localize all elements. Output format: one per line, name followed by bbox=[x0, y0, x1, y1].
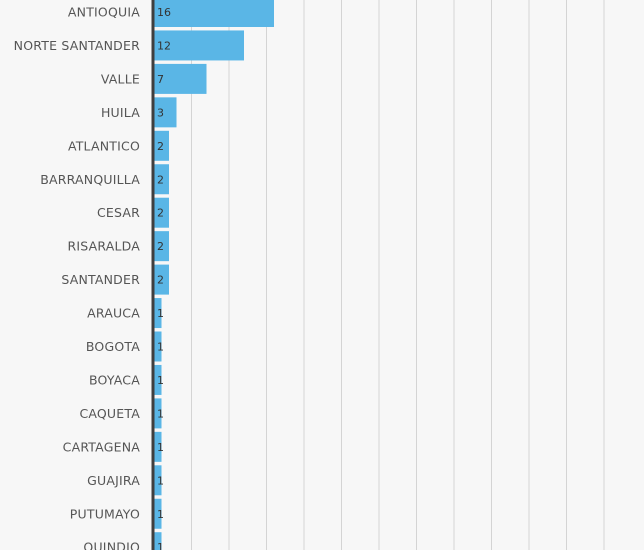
data-label: 1 bbox=[157, 508, 164, 521]
data-label: 1 bbox=[157, 374, 164, 387]
data-label: 2 bbox=[157, 173, 164, 186]
category-label: BARRANQUILLA bbox=[40, 172, 140, 187]
bar-atlantico bbox=[154, 130, 169, 161]
category-labels: ANTIOQUIA NORTE SANTANDER VALLE HUILA ATLANT… bbox=[14, 5, 141, 550]
bar-cesar bbox=[154, 197, 169, 228]
data-label: 2 bbox=[157, 207, 164, 220]
data-label: 12 bbox=[157, 39, 171, 52]
bar-santander bbox=[154, 264, 169, 295]
bar-quindio bbox=[154, 532, 162, 550]
category-label: CESAR bbox=[97, 205, 140, 220]
data-label: 1 bbox=[157, 307, 164, 320]
data-label: 1 bbox=[157, 341, 164, 354]
data-label: 2 bbox=[157, 240, 164, 253]
bar-guajira bbox=[154, 465, 162, 496]
bar-arauca bbox=[154, 298, 162, 329]
gridlines bbox=[191, 0, 605, 550]
category-label: ARAUCA bbox=[87, 306, 140, 321]
data-label: 1 bbox=[157, 441, 164, 454]
category-label: SANTANDER bbox=[61, 272, 140, 287]
data-label: 3 bbox=[157, 106, 164, 119]
category-label: PUTUMAYO bbox=[70, 506, 140, 521]
bar-putumayo bbox=[154, 498, 162, 529]
category-label: HUILA bbox=[101, 105, 140, 120]
data-label: 2 bbox=[157, 140, 164, 153]
data-label: 16 bbox=[157, 6, 171, 19]
bar-boyaca bbox=[154, 364, 162, 395]
category-label: CAQUETA bbox=[79, 406, 140, 421]
data-label: 1 bbox=[157, 474, 164, 487]
data-label: 1 bbox=[157, 407, 164, 420]
category-label: VALLE bbox=[101, 71, 140, 86]
bar-risaralda bbox=[154, 231, 169, 262]
category-label: BOYACA bbox=[89, 372, 140, 387]
category-label: QUINDIO bbox=[83, 540, 140, 550]
category-label: BOGOTA bbox=[86, 339, 140, 354]
data-labels: 16 12 7 3 2 2 2 2 2 1 1 1 1 1 1 1 1 bbox=[157, 6, 171, 550]
category-label: ANTIOQUIA bbox=[68, 5, 140, 20]
bar-cartagena bbox=[154, 431, 162, 462]
category-label: NORTE SANTANDER bbox=[14, 38, 140, 53]
category-label: ATLANTICO bbox=[68, 138, 140, 153]
bar-norte-santander bbox=[154, 30, 244, 61]
data-label: 1 bbox=[157, 541, 164, 550]
bars bbox=[154, 0, 274, 550]
bar-barranquilla bbox=[154, 164, 169, 195]
data-label: 7 bbox=[157, 73, 164, 86]
category-label: RISARALDA bbox=[67, 239, 140, 254]
bar-valle bbox=[154, 63, 207, 94]
bar-caqueta bbox=[154, 398, 162, 429]
bar-antioquia bbox=[154, 0, 274, 27]
category-label: CARTAGENA bbox=[63, 439, 141, 454]
category-label: GUAJIRA bbox=[87, 473, 140, 488]
bar-huila bbox=[154, 97, 177, 128]
bar-bogota bbox=[154, 331, 162, 362]
data-label: 2 bbox=[157, 274, 164, 287]
